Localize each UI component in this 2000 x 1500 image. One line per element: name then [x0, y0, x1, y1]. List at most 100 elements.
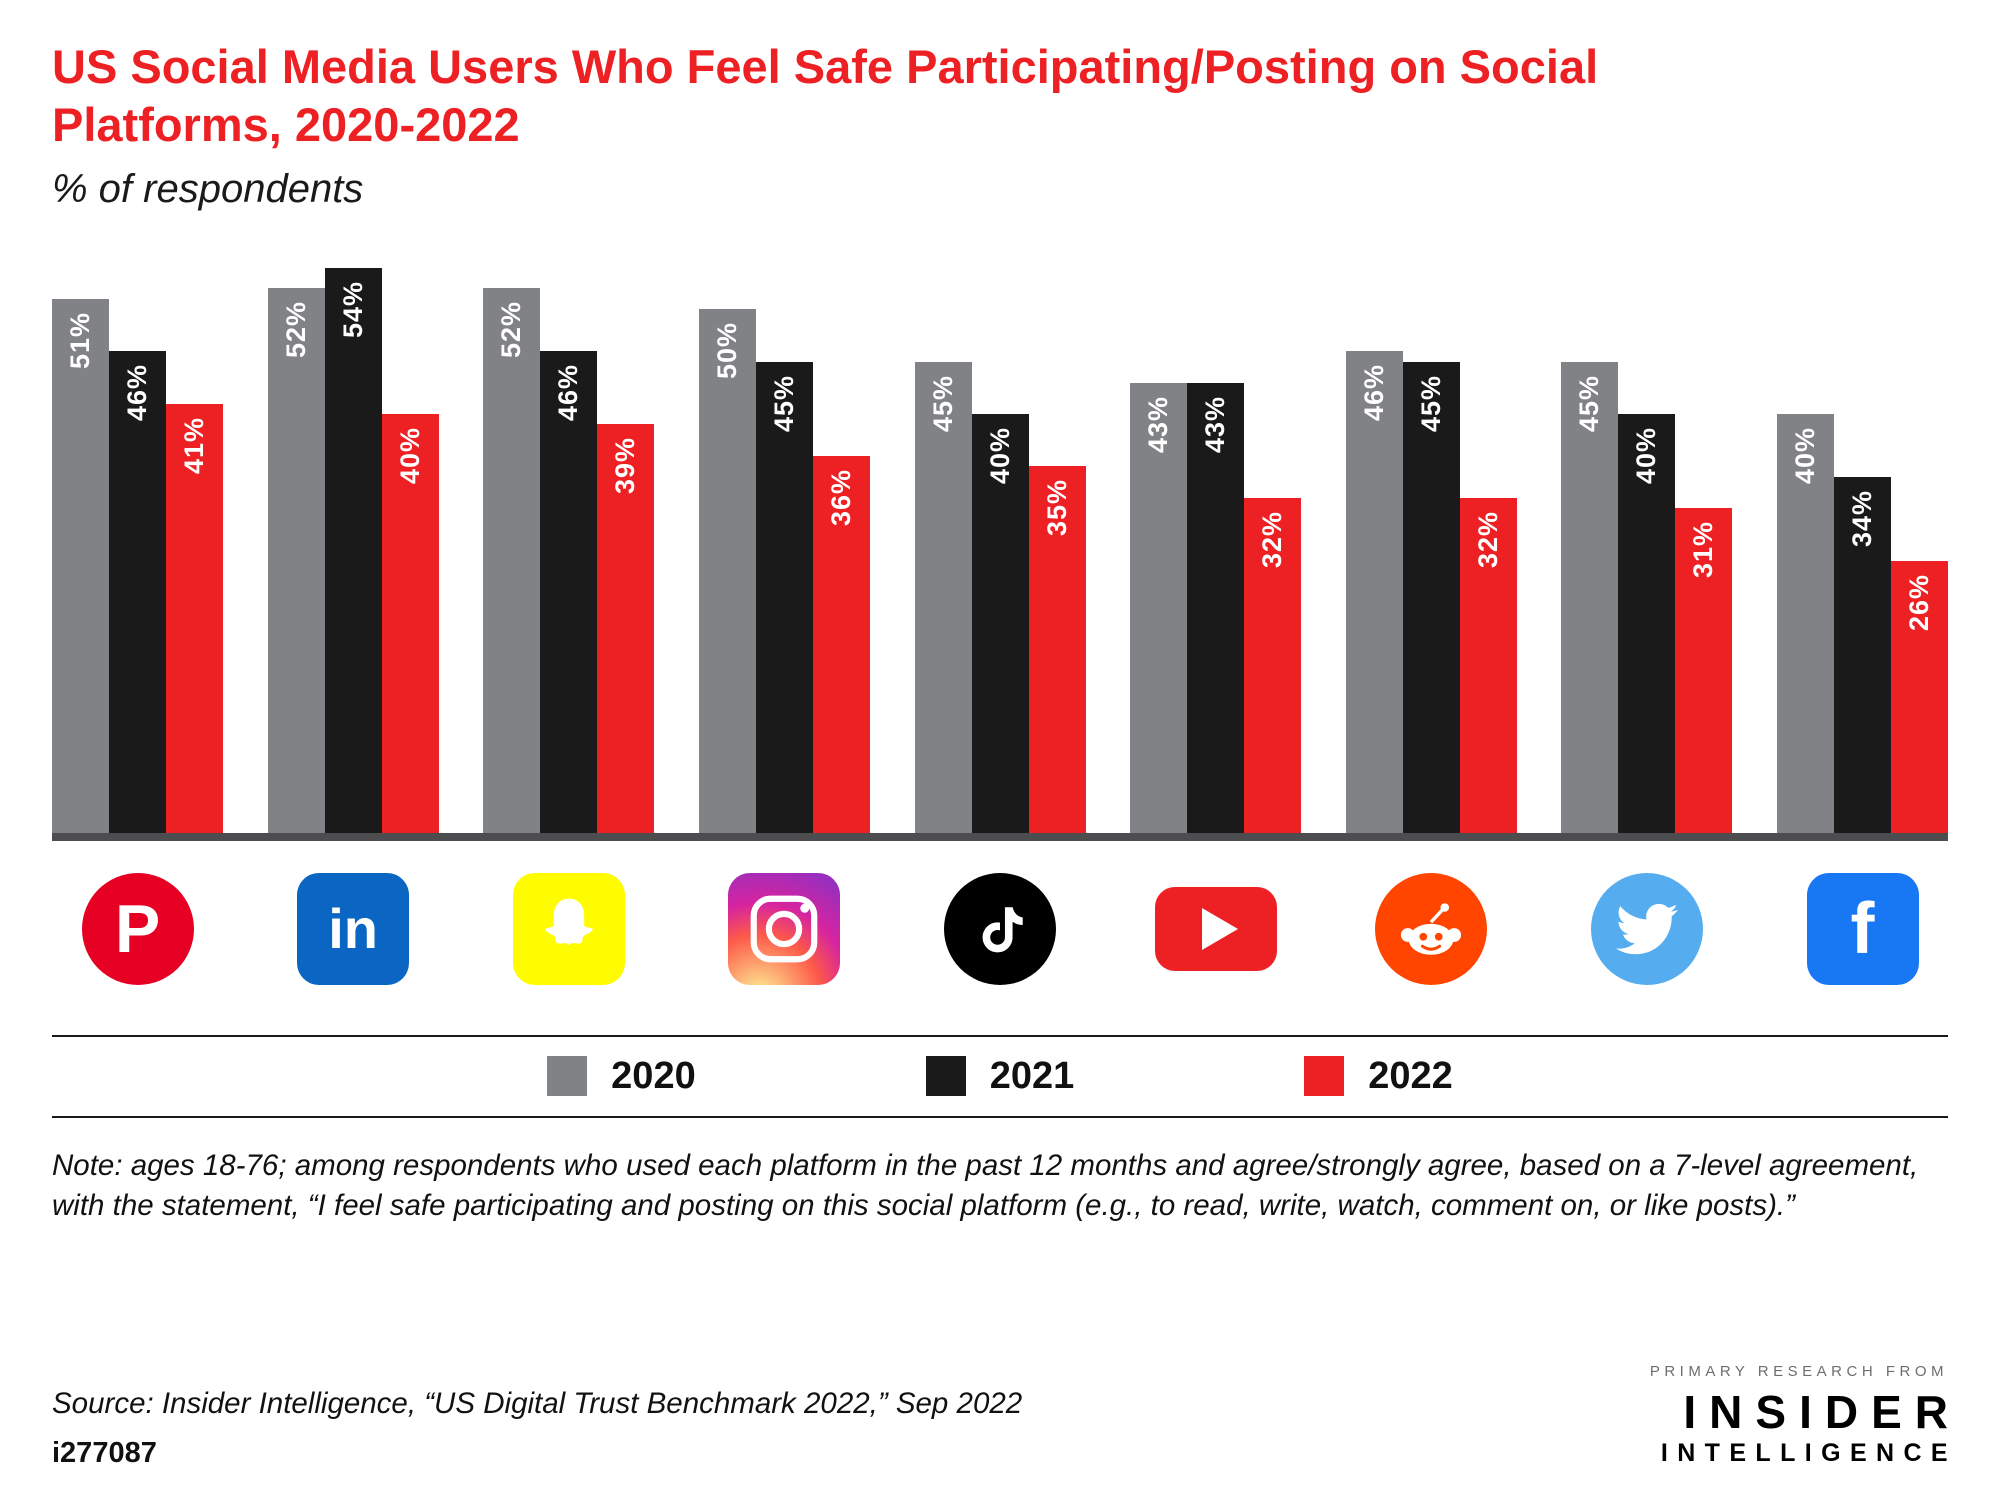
bar-tiktok-2021: 40%	[971, 414, 1029, 833]
instagram-icon	[728, 872, 841, 985]
bar-group-tiktok: 45% 40% 35%	[914, 268, 1086, 833]
bar-reddit-2022: 32%	[1459, 497, 1517, 833]
bar-group-pinterest: 51% 46% 41%	[52, 268, 223, 833]
footnote: Note: ages 18-76; among respondents who …	[52, 1148, 1919, 1223]
icon-cell	[1130, 869, 1301, 989]
facebook-icon: f	[1806, 872, 1919, 985]
bar-value-label: 31%	[1688, 521, 1719, 579]
youtube-icon	[1154, 886, 1277, 971]
bar-group-linkedin: 52% 54% 40%	[267, 267, 439, 833]
legend-swatch-2020	[547, 1056, 588, 1097]
bar-value-label: 52%	[280, 301, 311, 359]
bar-pinterest-2021: 46%	[109, 351, 166, 833]
icon-cell	[915, 869, 1086, 989]
logo-name-line1: INSIDER	[1683, 1386, 1961, 1438]
pinterest-icon: P	[81, 872, 194, 985]
bar-value-label: 35%	[1041, 479, 1072, 537]
icon-cell: P	[52, 869, 223, 989]
bar-group-facebook: 40% 34% 26%	[1777, 268, 1948, 833]
legend: 2020 2021 2022	[52, 1034, 1948, 1118]
bar-instagram-2020: 50%	[698, 309, 756, 833]
legend-label-2020: 2020	[611, 1054, 696, 1097]
bar-group-twitter: 45% 40% 31%	[1561, 268, 1733, 833]
icon-cell	[699, 869, 870, 989]
bar-value-label: 45%	[1415, 374, 1446, 432]
icon-cell: in	[268, 869, 439, 989]
bar-pinterest-2020: 51%	[52, 298, 109, 833]
bar-twitter-2021: 40%	[1618, 414, 1676, 833]
bar-youtube-2022: 32%	[1244, 497, 1302, 833]
bar-value-label: 40%	[984, 427, 1015, 485]
bar-youtube-2020: 43%	[1130, 382, 1188, 833]
bar-value-label: 39%	[610, 437, 641, 495]
bar-value-label: 36%	[825, 468, 856, 526]
bar-value-label: 40%	[394, 427, 425, 485]
bar-linkedin-2020: 52%	[267, 288, 325, 833]
bar-value-label: 51%	[65, 311, 95, 369]
icon-cell	[1346, 869, 1517, 989]
bar-value-label: 54%	[337, 280, 368, 338]
reddit-icon	[1375, 872, 1488, 985]
bar-snapchat-2020: 52%	[483, 288, 541, 833]
source-block: Source: Insider Intelligence, “US Digita…	[52, 1387, 1022, 1470]
logo-tagline: PRIMARY RESEARCH FROM	[1649, 1363, 1948, 1380]
chart-subtitle: % of respondents	[52, 166, 364, 211]
bar-value-label: 45%	[768, 374, 799, 432]
bar-value-label: 40%	[1790, 427, 1820, 485]
logo-name-line2: INTELLIGENCE	[1660, 1439, 1957, 1467]
bar-chart: 51% 46% 41% 52% 54% 40% 52% 46% 39% 50% 45% 36% 45% 4…	[52, 267, 1948, 989]
bar-value-label: 40%	[1631, 427, 1662, 485]
bar-facebook-2020: 40%	[1777, 414, 1834, 833]
icon-cell	[483, 869, 654, 989]
source-line: Source: Insider Intelligence, “US Digita…	[52, 1387, 1023, 1420]
insider-intelligence-logo: PRIMARY RESEARCH FROM INSIDER INTELLIGEN…	[1650, 1363, 1948, 1470]
bar-value-label: 43%	[1200, 395, 1231, 453]
bar-value-label: 45%	[927, 374, 958, 432]
chart-id: i277087	[52, 1437, 157, 1469]
bar-value-label: 43%	[1143, 395, 1174, 453]
bar-twitter-2020: 45%	[1561, 361, 1619, 833]
bar-linkedin-2021: 54%	[324, 267, 382, 833]
bar-value-label: 46%	[553, 364, 584, 422]
bar-value-label: 46%	[122, 364, 152, 422]
bar-value-label: 34%	[1847, 489, 1877, 547]
legend-item-2020: 2020	[547, 1055, 696, 1098]
legend-item-2021: 2021	[925, 1055, 1074, 1098]
legend-swatch-2022	[1304, 1056, 1345, 1097]
icon-cell	[1561, 869, 1732, 989]
bar-twitter-2022: 31%	[1675, 508, 1733, 833]
bar-group-reddit: 46% 45% 32%	[1345, 268, 1517, 833]
bar-value-label: 41%	[179, 416, 209, 474]
x-axis-line	[52, 832, 1948, 841]
bar-group-instagram: 50% 45% 36%	[698, 268, 870, 833]
icon-cell: f	[1777, 869, 1948, 989]
linkedin-icon: in	[297, 872, 410, 985]
bar-tiktok-2022: 35%	[1028, 466, 1086, 833]
footer-row: Source: Insider Intelligence, “US Digita…	[52, 1235, 1948, 1470]
bar-snapchat-2022: 39%	[597, 424, 655, 833]
bar-value-label: 32%	[1472, 510, 1503, 568]
bar-reddit-2021: 45%	[1402, 361, 1460, 833]
twitter-icon	[1590, 872, 1703, 985]
bar-value-label: 50%	[711, 322, 742, 380]
bar-value-label: 46%	[1358, 364, 1389, 422]
bar-linkedin-2022: 40%	[381, 414, 439, 833]
bar-snapchat-2021: 46%	[540, 351, 598, 833]
legend-label-2022: 2022	[1368, 1054, 1453, 1097]
bar-value-label: 26%	[1904, 573, 1934, 631]
legend-item-2022: 2022	[1304, 1055, 1453, 1098]
tiktok-icon	[944, 872, 1056, 985]
legend-swatch-2021	[925, 1056, 966, 1097]
bar-instagram-2021: 45%	[755, 361, 813, 833]
bar-reddit-2020: 46%	[1345, 351, 1403, 833]
plot-area: 51% 46% 41% 52% 54% 40% 52% 46% 39% 50% 45% 36% 45% 4…	[52, 267, 1948, 833]
bar-value-label: 52%	[496, 301, 527, 359]
chart-title: US Social Media Users Who Feel Safe Part…	[52, 40, 1599, 152]
bar-facebook-2021: 34%	[1834, 476, 1891, 833]
bar-youtube-2021: 43%	[1187, 382, 1245, 833]
bar-facebook-2022: 26%	[1891, 560, 1948, 833]
bar-group-youtube: 43% 43% 32%	[1130, 268, 1302, 833]
bar-group-snapchat: 52% 46% 39%	[483, 268, 655, 833]
bar-value-label: 45%	[1574, 374, 1605, 432]
